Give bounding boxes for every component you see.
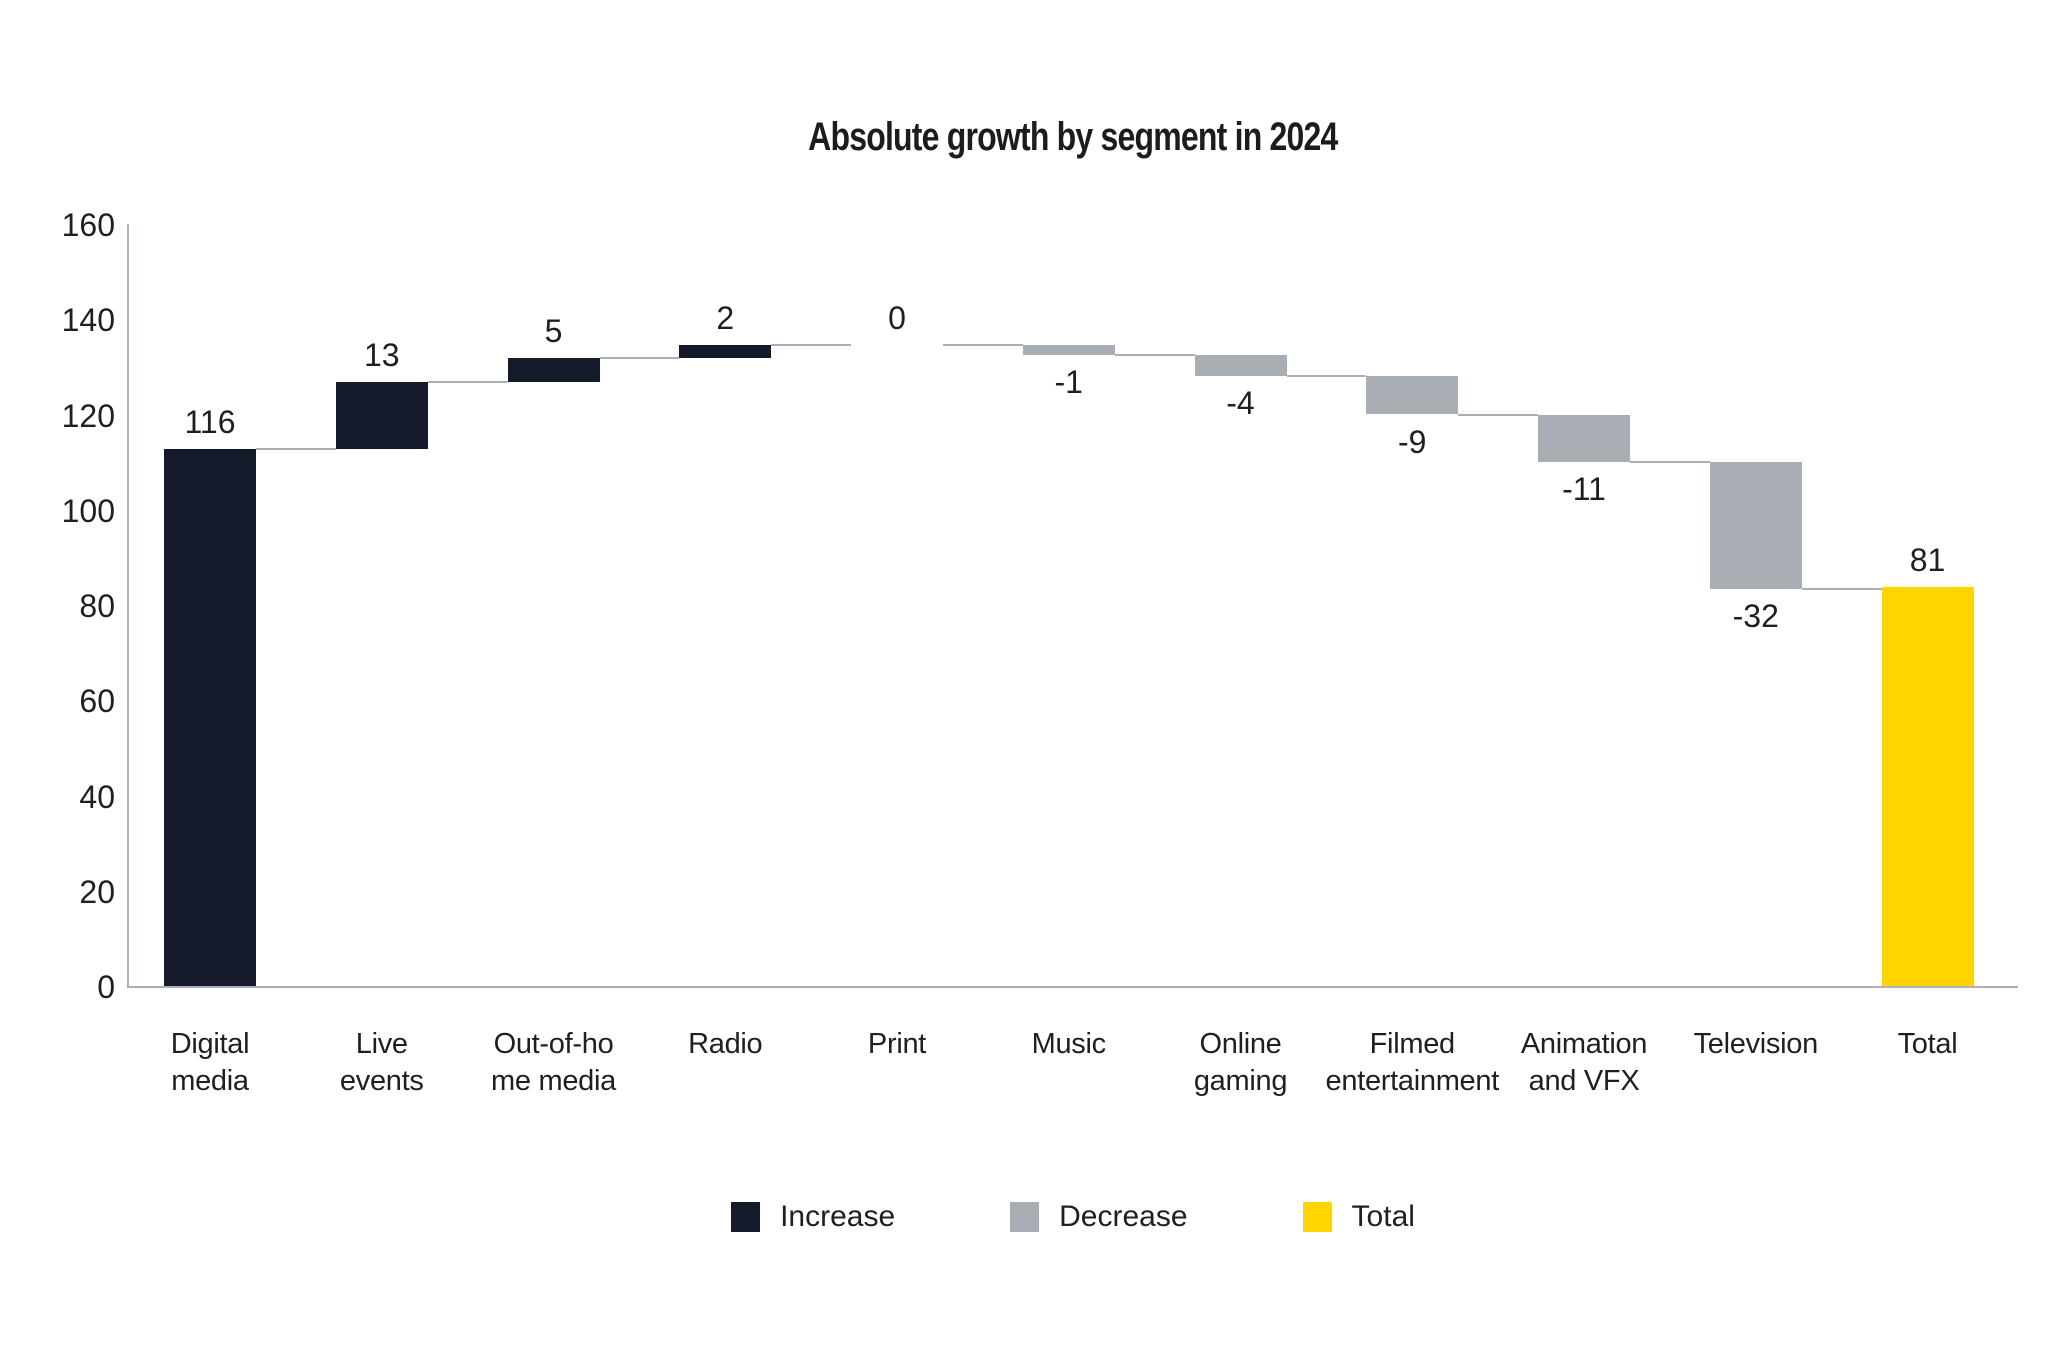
- x-axis-line: [127, 986, 2018, 988]
- value-label: 116: [184, 403, 236, 440]
- connector-line: [771, 343, 851, 346]
- decrease-swatch-icon: [1010, 1202, 1040, 1232]
- x-axis-label: Total: [1897, 1028, 1958, 1060]
- y-tick-label: 140: [61, 302, 115, 339]
- waterfall-bar-online-gaming: [1194, 355, 1287, 377]
- chart-title: Absolute growth by segment in 2024: [808, 115, 1338, 159]
- connector-line: [1630, 460, 1710, 463]
- waterfall-bar-animation-and-vfx: [1538, 414, 1630, 462]
- increase-swatch-icon: [731, 1202, 761, 1232]
- y-axis-line: [127, 224, 129, 988]
- connector-line: [1801, 587, 1882, 590]
- value-label: -1: [1054, 364, 1083, 401]
- value-label: -9: [1398, 423, 1427, 460]
- value-label: 81: [1909, 542, 1946, 579]
- waterfall-bar-live-events: [335, 381, 428, 449]
- x-axis-label: Live events: [339, 1028, 424, 1097]
- legend: Increase Decrease Total: [128, 1200, 2018, 1234]
- value-label: 13: [363, 336, 400, 373]
- connector-line: [943, 344, 1023, 347]
- connector-line: [1114, 354, 1195, 357]
- y-tick-label: 60: [79, 683, 115, 720]
- legend-label-increase: Increase: [780, 1200, 896, 1233]
- value-label: 2: [716, 299, 735, 336]
- legend-item-decrease: Decrease: [1010, 1200, 1188, 1234]
- x-axis-label: Out-of-ho me media: [491, 1028, 616, 1097]
- legend-label-decrease: Decrease: [1059, 1200, 1188, 1233]
- waterfall-bar-digital-media: [164, 448, 256, 986]
- waterfall-bar-total: [1881, 587, 1974, 986]
- x-axis-label: Television: [1693, 1028, 1819, 1060]
- value-label: -32: [1732, 597, 1779, 634]
- x-axis-label: Print: [867, 1028, 927, 1060]
- x-axis-label: Radio: [688, 1028, 763, 1060]
- x-axis-label: Filmed entertainment: [1325, 1028, 1500, 1097]
- y-tick-label: 120: [61, 397, 115, 434]
- total-swatch-icon: [1302, 1202, 1332, 1232]
- connector-line: [599, 357, 680, 360]
- legend-item-increase: Increase: [731, 1200, 895, 1234]
- value-label: 0: [888, 299, 906, 336]
- waterfall-bar-out-of-home-media: [507, 358, 600, 382]
- waterfall-bar-radio: [679, 344, 772, 359]
- x-axis-label: Online gaming: [1193, 1028, 1288, 1097]
- legend-label-total: Total: [1351, 1200, 1415, 1233]
- y-tick-label: 20: [79, 873, 115, 910]
- connector-line: [427, 380, 508, 383]
- value-label: -11: [1562, 470, 1606, 507]
- y-tick-label: 80: [79, 588, 115, 624]
- y-tick-label: 100: [61, 492, 115, 529]
- value-label: 5: [544, 313, 563, 350]
- legend-item-total: Total: [1302, 1200, 1415, 1234]
- x-axis-label: Animation and VFX: [1520, 1028, 1648, 1097]
- waterfall-bar-music: [1022, 345, 1115, 356]
- connector-line: [256, 447, 336, 450]
- waterfall-bar-television: [1709, 461, 1802, 589]
- waterfall-bar-filmed-entertainment: [1366, 376, 1459, 415]
- y-tick-label: 160: [61, 207, 115, 243]
- y-tick-label: 40: [79, 778, 115, 815]
- value-label: -4: [1226, 385, 1255, 422]
- connector-line: [1458, 413, 1538, 416]
- x-axis-label: Music: [1031, 1028, 1107, 1060]
- y-tick-label: 0: [97, 969, 115, 1005]
- x-axis-label: Digital media: [170, 1028, 250, 1097]
- connector-line: [1286, 375, 1367, 378]
